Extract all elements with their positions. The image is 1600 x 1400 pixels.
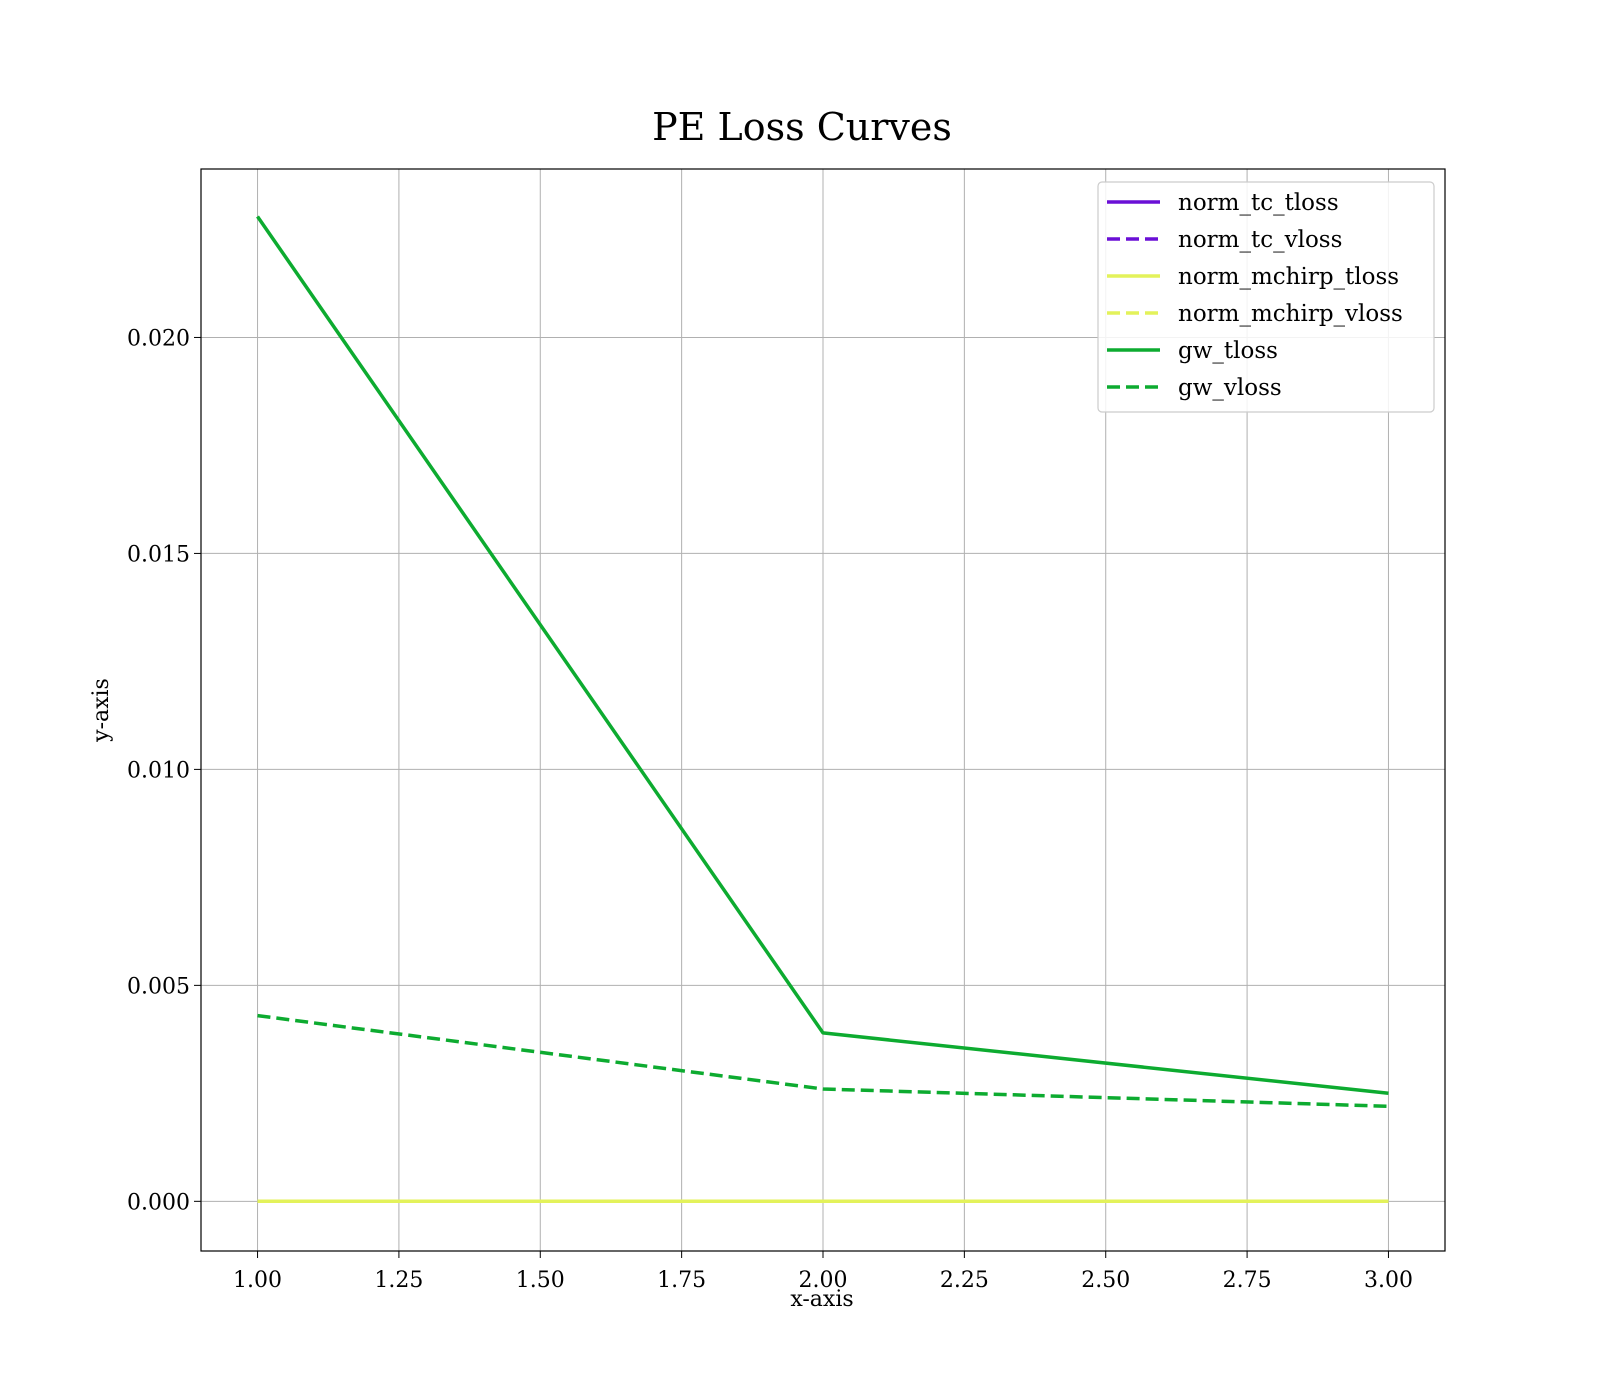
plot-series bbox=[256, 215, 1389, 1204]
x-tick-label: 3.00 bbox=[1364, 1268, 1413, 1293]
x-tick-label: 2.75 bbox=[1223, 1268, 1272, 1293]
legend-label: gw_tloss bbox=[1178, 338, 1278, 364]
x-tick-label: 2.00 bbox=[799, 1268, 848, 1293]
y-axis-label: y-axis bbox=[89, 678, 114, 743]
legend-label: norm_tc_vloss bbox=[1178, 227, 1342, 253]
series-line-gw-tloss bbox=[256, 215, 1389, 1096]
y-tick-label: 0.005 bbox=[127, 974, 190, 999]
x-tick-label: 1.25 bbox=[374, 1268, 423, 1293]
y-tick-label: 0.000 bbox=[127, 1190, 190, 1215]
series-line-gw-vloss bbox=[257, 1013, 1389, 1109]
x-tick-label: 2.25 bbox=[940, 1268, 989, 1293]
x-tick-label: 1.50 bbox=[516, 1268, 565, 1293]
x-tick-label: 2.50 bbox=[1081, 1268, 1130, 1293]
y-tick-label: 0.015 bbox=[127, 542, 190, 567]
legend-label: norm_mchirp_vloss bbox=[1178, 301, 1403, 327]
y-tick-label: 0.020 bbox=[127, 326, 190, 351]
legend: norm_tc_tloss norm_tc_vloss norm_mchirp_tl… bbox=[1097, 181, 1435, 413]
x-axis-label: x-axis bbox=[790, 1287, 853, 1312]
y-tick-label: 0.010 bbox=[127, 758, 190, 783]
legend-label: norm_mchirp_tloss bbox=[1178, 264, 1399, 290]
legend-box bbox=[1097, 181, 1435, 413]
axis-ticks: 1.00 1.25 1.50 1.75 2.00 2.25 2.50 2.75 3.00 0.00… bbox=[127, 326, 1413, 1293]
legend-label: gw_vloss bbox=[1178, 375, 1282, 401]
chart-title: PE Loss Curves bbox=[652, 105, 952, 149]
x-tick-label: 1.00 bbox=[233, 1268, 282, 1293]
x-tick-label: 1.75 bbox=[657, 1268, 706, 1293]
legend-label: norm_tc_tloss bbox=[1178, 190, 1339, 216]
